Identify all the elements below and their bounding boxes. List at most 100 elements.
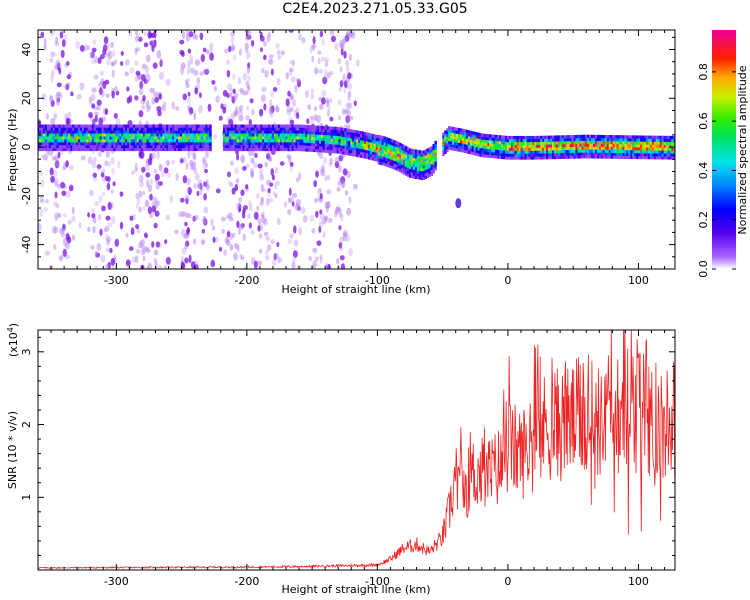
noise-speckle xyxy=(180,158,184,163)
noise-speckle xyxy=(49,167,54,176)
spectrum-cell xyxy=(559,144,563,148)
spectrum-cell xyxy=(181,144,185,149)
spectrum-cell xyxy=(365,150,369,154)
spectrum-cell xyxy=(428,150,431,154)
spectrum-cell xyxy=(129,130,132,134)
spectrum-cell xyxy=(295,142,298,146)
spectrum-cell xyxy=(68,130,71,134)
spectrum-cell xyxy=(289,139,292,143)
spectrum-cell xyxy=(393,154,396,158)
noise-speckle xyxy=(339,80,344,88)
noise-speckle xyxy=(232,95,238,102)
spectrum-cell xyxy=(125,142,128,146)
spectrum-cell xyxy=(428,164,431,169)
spectrum-cell xyxy=(555,152,559,157)
spectrum-cell xyxy=(354,153,357,157)
spectrum-cell xyxy=(553,155,557,160)
spectrum-cell xyxy=(252,127,255,131)
spectrum-cell xyxy=(422,168,426,172)
noise-speckle xyxy=(234,167,240,174)
spectrum-cell xyxy=(203,133,206,137)
noise-speckle xyxy=(253,211,259,221)
spectrum-cell xyxy=(119,130,122,134)
spectrum-cell xyxy=(132,124,136,128)
spectrum-cell xyxy=(301,139,304,143)
spectrum-cell xyxy=(56,139,59,143)
spectrum-cell xyxy=(540,141,543,145)
snr-y-axis-label: SNR (10 * v/v) xyxy=(6,411,19,489)
spectrum-cell xyxy=(555,155,559,160)
spectrum-cell xyxy=(459,128,463,132)
spectrum-cell xyxy=(565,146,569,151)
spectrum-cell xyxy=(661,138,664,142)
noise-speckle xyxy=(226,171,231,178)
spectrum-cell xyxy=(156,127,159,131)
noise-speckle xyxy=(114,85,118,93)
spectrum-cell xyxy=(54,142,58,146)
spectrum-cell xyxy=(279,142,283,146)
noise-speckle xyxy=(231,232,236,238)
spectrum-cell xyxy=(577,140,580,144)
spectrum-cell xyxy=(508,153,512,157)
spectrum-cell xyxy=(270,130,273,134)
spectrum-cell xyxy=(123,142,126,146)
spectrum-cell xyxy=(50,127,54,131)
spectrum-cell xyxy=(271,147,275,152)
spectrum-cell xyxy=(240,142,244,146)
noise-speckle xyxy=(138,110,144,118)
noise-speckle xyxy=(126,86,130,92)
noise-speckle xyxy=(346,117,350,123)
spectrum-cell xyxy=(667,147,670,151)
spectrum-cell xyxy=(614,135,618,139)
noise-speckle xyxy=(149,193,153,201)
spectrum-cell xyxy=(452,135,455,139)
colorbar-tick-label: 0.6 xyxy=(697,112,710,130)
spectrum-cell xyxy=(203,142,206,146)
spectrum-cell xyxy=(273,136,277,140)
spectrum-cell xyxy=(497,135,500,139)
spectrum-cell xyxy=(551,138,555,142)
spectrum-cell xyxy=(234,127,238,131)
spectrum-cell xyxy=(191,136,195,140)
spectrum-cell xyxy=(504,144,508,148)
spectrum-cell xyxy=(548,153,551,157)
spectrum-cell xyxy=(522,138,525,143)
noise-speckle xyxy=(144,199,150,208)
spectrum-cell xyxy=(301,145,304,149)
spectrum-cell xyxy=(324,146,328,150)
noise-speckle xyxy=(264,161,269,168)
noise-speckle xyxy=(65,190,71,199)
spectrum-cell xyxy=(232,133,236,137)
spectrum-cell xyxy=(203,124,206,128)
spectrum-cell xyxy=(653,156,657,160)
spectrum-cell xyxy=(416,164,420,168)
spectrum-cell xyxy=(598,140,602,144)
spectrum-cell xyxy=(166,147,169,152)
spectrum-cell xyxy=(281,124,285,128)
spectrum-cell xyxy=(471,137,475,141)
spectrum-cell xyxy=(156,133,159,137)
spectrum-cell xyxy=(377,140,381,144)
spectrum-cell xyxy=(587,152,590,156)
spectrum-cell xyxy=(473,131,477,135)
spectrum-cell xyxy=(585,134,588,138)
spectrum-cell xyxy=(456,130,459,134)
spectrum-cell xyxy=(70,144,73,149)
spectrum-cell xyxy=(101,142,105,146)
noise-speckle xyxy=(117,160,121,169)
spectrum-cell xyxy=(346,140,349,144)
spectrum-cell xyxy=(207,133,210,137)
spectrum-cell xyxy=(138,130,142,134)
spectrum-cell xyxy=(66,139,69,143)
spectrum-cell xyxy=(205,124,208,128)
spectrum-cell xyxy=(536,138,539,143)
noise-speckle xyxy=(151,205,157,213)
spectrum-cell xyxy=(197,133,200,137)
noise-speckle xyxy=(103,36,109,45)
spectrum-cell xyxy=(410,148,414,152)
spectrum-cell xyxy=(381,153,385,157)
noise-speckle xyxy=(226,238,231,246)
noise-speckle xyxy=(298,172,302,180)
spectrum-cell xyxy=(546,135,549,139)
spectrum-cell xyxy=(197,127,200,131)
